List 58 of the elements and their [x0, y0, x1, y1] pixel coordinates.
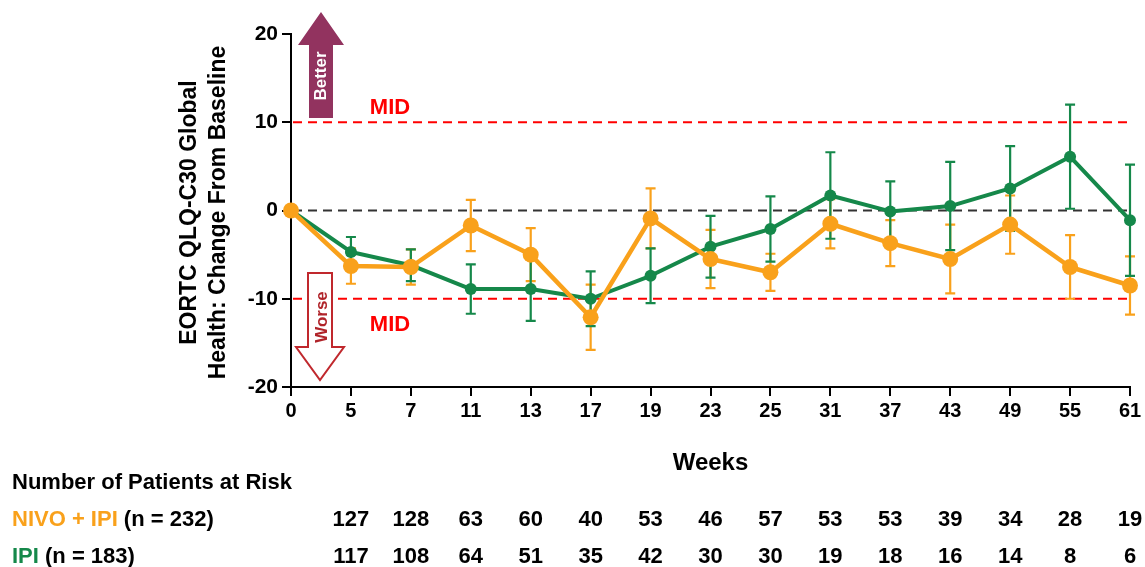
ref-line-label: MID	[369, 310, 411, 336]
text: NIVO + IPI	[12, 506, 118, 532]
x-tick-label: 5	[345, 398, 357, 421]
x-tick-label: 55	[1058, 398, 1082, 421]
y-tick-label: 0	[266, 197, 278, 221]
x-tick-label: 43	[939, 398, 962, 421]
y-tick-label: 10	[254, 109, 278, 133]
y-tick-label: -10	[247, 285, 278, 309]
point	[342, 258, 359, 275]
point	[764, 223, 777, 236]
point	[882, 235, 899, 252]
annotation: Better	[310, 51, 330, 101]
point	[702, 251, 719, 268]
text: 127 128 63 60 40 53 46 57 53 53 39 34 28 19	[332, 506, 1143, 532]
x-tick-label: 17	[579, 398, 602, 421]
x-tick-label: 0	[285, 398, 297, 421]
x-tick-label: 7	[405, 398, 417, 421]
point	[1122, 277, 1138, 294]
point	[464, 283, 477, 296]
x-tick-label: 25	[759, 398, 782, 421]
x-tick-label: 49	[999, 398, 1022, 421]
point	[822, 215, 839, 232]
point	[762, 264, 779, 281]
x-tick-label: 31	[819, 398, 842, 421]
x-tick-label: 13	[519, 398, 542, 421]
y-tick-label: 20	[254, 20, 278, 44]
point	[584, 292, 597, 305]
text: (n = 232)	[123, 506, 214, 532]
text: 117 108 64 51 35 42 30 30 19 18 16 14 8 6	[333, 543, 1137, 567]
x-tick-label: 61	[1118, 398, 1142, 421]
point	[1062, 258, 1079, 275]
x-tick-label: 23	[699, 398, 722, 421]
annotation: Worse	[311, 291, 331, 343]
y-axis-title: EORTC QLQ-C30 Global Health: Change From Baseline	[174, 45, 230, 380]
point	[344, 245, 357, 258]
point	[522, 246, 539, 263]
x-tick-label: 37	[879, 398, 902, 421]
point	[942, 251, 959, 268]
text: IPI	[12, 543, 39, 567]
point	[824, 189, 837, 202]
point	[1064, 150, 1077, 163]
x-axis-title: Weeks	[672, 447, 749, 475]
point	[642, 210, 659, 227]
y-tick-label: -20	[247, 373, 278, 397]
point	[462, 217, 479, 234]
point	[1004, 182, 1017, 195]
point	[1002, 216, 1019, 233]
text: Number of Patients at Risk	[12, 469, 293, 495]
point	[524, 283, 537, 296]
point	[1124, 214, 1136, 227]
text: (n = 183)	[45, 543, 135, 567]
point	[582, 309, 599, 326]
x-tick-label: 11	[460, 398, 482, 421]
point	[884, 205, 897, 218]
ref-line-label: MID	[369, 94, 411, 120]
point	[944, 200, 957, 213]
point	[644, 269, 657, 282]
x-tick-label: 19	[639, 398, 662, 421]
